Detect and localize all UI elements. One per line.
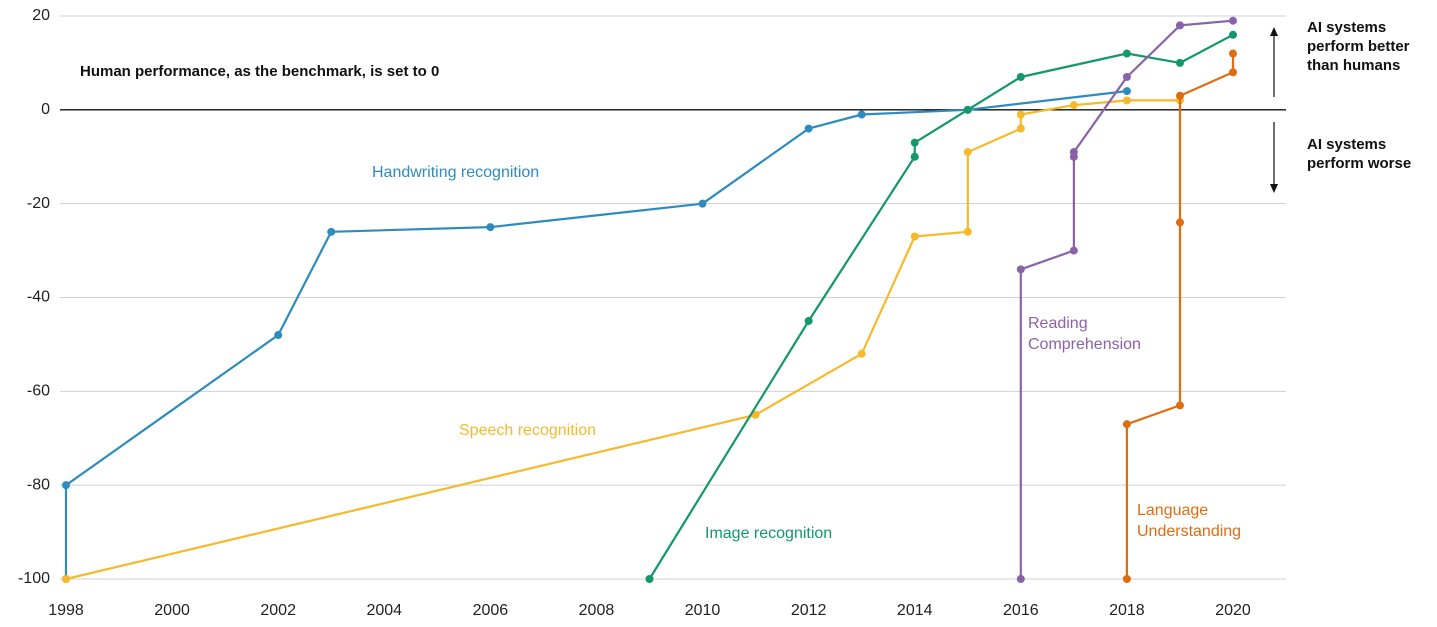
point	[804, 316, 813, 325]
point	[1175, 58, 1184, 67]
y-tick-label: 0	[41, 101, 50, 118]
point	[1175, 401, 1184, 410]
point	[1229, 16, 1237, 25]
series-label: Speech recognition	[459, 422, 596, 439]
point	[62, 575, 70, 583]
series-label: Reading Comprehension	[1028, 315, 1141, 353]
y-tick-label: -100	[18, 570, 50, 587]
point	[751, 410, 760, 419]
x-tick-label: 2018	[1109, 602, 1145, 619]
x-tick-label: 2012	[791, 602, 827, 619]
point	[1016, 265, 1025, 274]
annotation: Human performance, as the benchmark, is …	[80, 63, 440, 80]
point	[857, 349, 866, 358]
point	[62, 481, 70, 490]
point	[963, 148, 972, 157]
point	[1069, 101, 1078, 110]
x-tick-label: 2020	[1215, 602, 1251, 619]
y-tick-label: -60	[27, 383, 50, 400]
series-line	[648, 33, 1234, 580]
point	[1069, 246, 1078, 255]
y-tick-label: -20	[27, 195, 50, 212]
x-tick-label: 2008	[579, 602, 615, 619]
y-tick-label: -80	[27, 476, 50, 493]
point	[910, 152, 919, 161]
annotation: AI systems perform worse	[1307, 136, 1412, 172]
point	[1175, 91, 1184, 100]
x-tick-label: 2014	[897, 602, 933, 619]
point	[1069, 148, 1078, 157]
point	[1122, 87, 1131, 96]
point	[1229, 68, 1237, 77]
annotation: AI systems perform better than humans	[1307, 19, 1410, 74]
point	[645, 575, 654, 583]
point	[1122, 96, 1131, 105]
x-tick-label: 1998	[48, 602, 84, 619]
y-tick-label: -40	[27, 289, 50, 306]
point	[698, 199, 707, 208]
point	[963, 227, 972, 236]
point	[1016, 72, 1025, 81]
series-label: Handwriting recognition	[372, 164, 540, 181]
point	[1016, 575, 1025, 583]
point	[1122, 72, 1131, 81]
arrow-head	[1270, 184, 1278, 193]
series-line	[64, 90, 1128, 579]
point	[1175, 218, 1184, 227]
y-tick-label: 20	[32, 7, 50, 24]
point	[1122, 420, 1131, 429]
point	[1016, 124, 1025, 133]
x-tick-label: 2016	[1003, 602, 1039, 619]
point	[1229, 49, 1237, 58]
point	[1016, 110, 1025, 119]
point	[910, 232, 919, 241]
x-tick-label: 2000	[154, 602, 190, 619]
point	[327, 227, 336, 236]
x-tick-label: 2004	[366, 602, 402, 619]
arrow-head	[1270, 27, 1278, 36]
point	[486, 223, 495, 232]
point	[1122, 575, 1131, 583]
series-line	[65, 99, 1180, 581]
point	[274, 331, 283, 340]
point	[963, 105, 972, 114]
series-label: Language Understanding	[1137, 502, 1242, 540]
point	[910, 138, 919, 147]
point	[1122, 49, 1131, 58]
point	[1229, 30, 1237, 39]
x-tick-label: 2006	[473, 602, 509, 619]
series-label: Image recognition	[705, 525, 833, 542]
x-tick-label: 2010	[685, 602, 721, 619]
point	[857, 110, 866, 119]
point	[1175, 21, 1184, 30]
point	[804, 124, 813, 133]
x-tick-label: 2002	[260, 602, 296, 619]
